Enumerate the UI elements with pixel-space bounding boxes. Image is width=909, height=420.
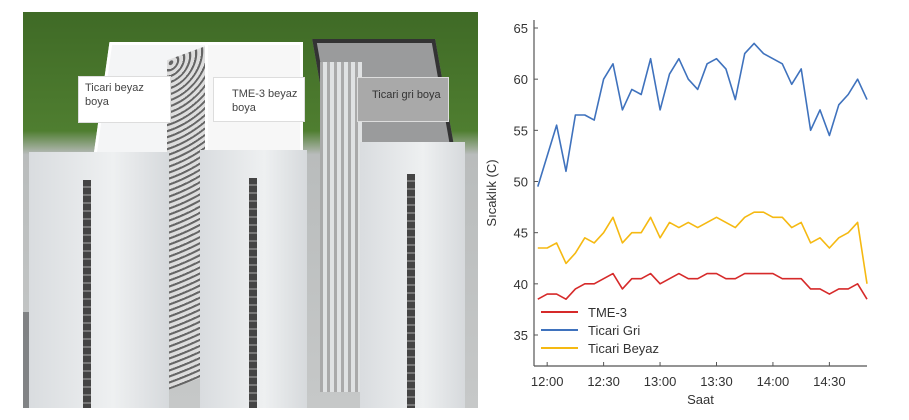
label-tme3-white: TME-3 beyaz boya — [213, 77, 305, 122]
y-tick-label: 35 — [514, 328, 528, 343]
legend-label: Ticari Beyaz — [588, 341, 659, 356]
label-commercial-gray: Ticari gri boya — [357, 77, 449, 122]
x-tick-label: 14:30 — [813, 374, 846, 389]
x-tick-label: 12:30 — [587, 374, 620, 389]
y-tick-label: 50 — [514, 175, 528, 190]
series-line-tme-3 — [537, 272, 868, 301]
box-front-left — [29, 152, 169, 408]
x-tick-label: 14:00 — [757, 374, 790, 389]
x-tick-label: 13:00 — [644, 374, 677, 389]
x-tick-label: 13:30 — [700, 374, 733, 389]
y-tick-label: 55 — [514, 123, 528, 138]
y-tick-label: 45 — [514, 226, 528, 241]
x-axis-title: Saat — [687, 392, 714, 407]
y-tick-label: 65 — [514, 21, 528, 36]
series-line-ticari-beyaz — [537, 211, 868, 284]
y-tick-label: 40 — [514, 277, 528, 292]
ribbed-side-right — [320, 62, 362, 392]
series-line-ticari-gri — [537, 42, 868, 187]
x-tick-label: 12:00 — [531, 374, 564, 389]
experiment-photo: Ticari beyaz boya TME-3 beyaz boya Ticar… — [23, 12, 478, 408]
y-axis-title: Sıcaklık (C) — [484, 159, 499, 226]
label-commercial-white: Ticari beyaz boya — [78, 76, 171, 123]
legend-label: TME-3 — [588, 305, 627, 320]
legend-label: Ticari Gri — [588, 323, 640, 338]
y-tick-label: 60 — [514, 72, 528, 87]
